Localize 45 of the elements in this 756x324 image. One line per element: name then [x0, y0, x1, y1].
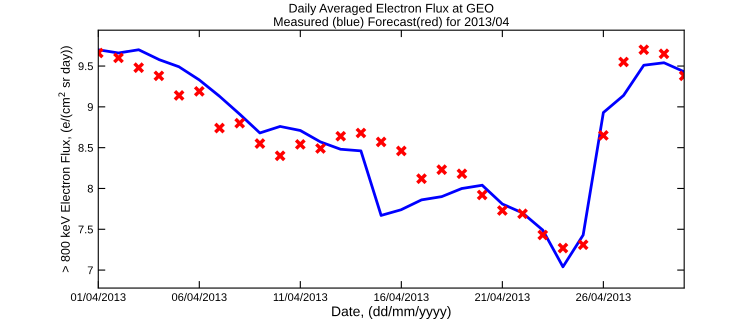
- point: [577, 238, 590, 251]
- y-tick-label: 7.5: [78, 226, 93, 234]
- x-tick-label: 11/04/2013: [274, 292, 328, 302]
- y-tick-label: 8: [88, 184, 93, 193]
- line-series: [98, 48, 684, 268]
- point: [456, 168, 468, 180]
- point: [214, 122, 226, 134]
- x-tick-label: 26/04/2013: [576, 292, 631, 302]
- point: [355, 127, 367, 139]
- x-tick-label: 06/04/2013: [172, 292, 227, 302]
- point: [536, 229, 549, 241]
- x-tick-label: 21/04/2013: [475, 292, 530, 302]
- y-tick-label: 9.5: [78, 62, 93, 70]
- x-axis-title: Date, (dd/mm/yyyy): [332, 306, 451, 319]
- point: [112, 52, 124, 64]
- point: [395, 145, 408, 157]
- point: [193, 85, 206, 98]
- point: [658, 48, 670, 60]
- y-tick-label: 8.5: [78, 144, 93, 152]
- point: [618, 56, 630, 68]
- point: [152, 70, 165, 82]
- point: [132, 62, 145, 74]
- point: [597, 130, 610, 142]
- point: [294, 138, 306, 150]
- point: [557, 242, 569, 254]
- y-tick-label: 7: [88, 266, 93, 274]
- x-tick-label: 16/04/2013: [374, 292, 429, 302]
- chart-subtitle: Measured (blue) Forecast(red) for 2013/04: [274, 16, 509, 29]
- point: [638, 44, 650, 56]
- point: [234, 117, 246, 130]
- point: [496, 204, 508, 216]
- point: [254, 138, 266, 150]
- y-tick-label: 9: [88, 103, 93, 111]
- point: [375, 136, 388, 148]
- chart-title: Daily Averaged Electron Flux at GEO: [290, 3, 494, 16]
- point: [274, 150, 286, 162]
- x-tick-label: 01/04/2013: [70, 292, 126, 302]
- y-axis-title: > 800 keV Electron Flux, (e/(cm$^{2}$ sr day)): [58, 46, 72, 272]
- point: [314, 142, 326, 154]
- point: [173, 90, 185, 102]
- point: [476, 189, 488, 201]
- point: [334, 130, 347, 142]
- point: [436, 164, 448, 176]
- point: [416, 172, 428, 185]
- point: [516, 208, 528, 220]
